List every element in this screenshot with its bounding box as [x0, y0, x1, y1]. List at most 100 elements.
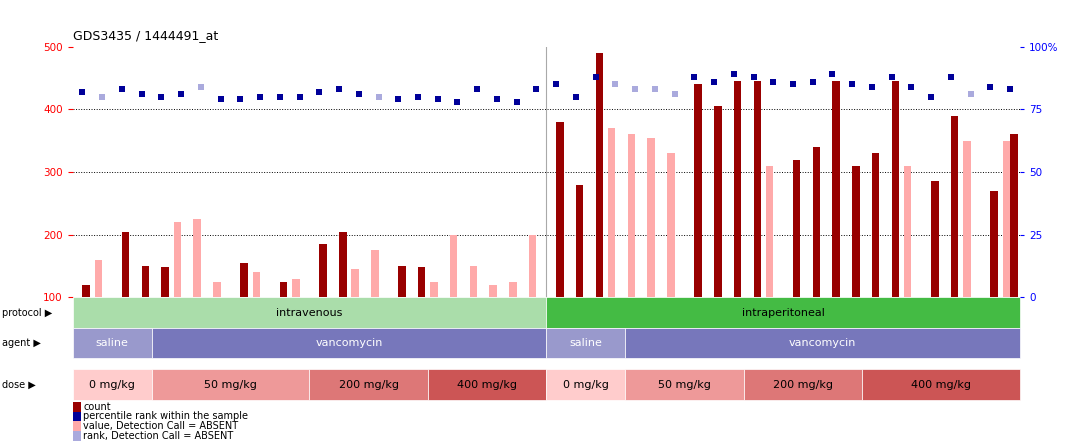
- Bar: [174, 222, 182, 297]
- Point: [686, 73, 703, 80]
- Text: 0 mg/kg: 0 mg/kg: [89, 380, 135, 389]
- Point: [962, 91, 979, 98]
- Text: dose ▶: dose ▶: [2, 380, 36, 389]
- Point: [232, 96, 249, 103]
- Point: [390, 96, 407, 103]
- Point: [745, 73, 763, 80]
- Bar: [428, 369, 547, 400]
- Point: [607, 81, 624, 88]
- Point: [508, 98, 525, 105]
- Bar: [862, 369, 1020, 400]
- Bar: [792, 159, 801, 297]
- Bar: [1003, 141, 1010, 297]
- Point: [409, 93, 426, 100]
- Point: [548, 81, 565, 88]
- Bar: [668, 153, 675, 297]
- Point: [469, 86, 486, 93]
- Point: [627, 86, 644, 93]
- Text: intravenous: intravenous: [277, 308, 343, 317]
- Text: 50 mg/kg: 50 mg/kg: [658, 380, 711, 389]
- Point: [213, 96, 230, 103]
- Point: [784, 81, 801, 88]
- Bar: [832, 81, 839, 297]
- Point: [271, 93, 288, 100]
- Bar: [310, 369, 428, 400]
- Point: [134, 91, 151, 98]
- Point: [429, 96, 446, 103]
- Bar: [253, 272, 261, 297]
- Bar: [754, 81, 761, 297]
- Text: 0 mg/kg: 0 mg/kg: [563, 380, 609, 389]
- Text: percentile rank within the sample: percentile rank within the sample: [83, 412, 248, 421]
- Bar: [734, 81, 741, 297]
- Text: 400 mg/kg: 400 mg/kg: [457, 380, 517, 389]
- Text: saline: saline: [96, 338, 128, 348]
- Text: intraperitoneal: intraperitoneal: [741, 308, 824, 317]
- Text: 400 mg/kg: 400 mg/kg: [911, 380, 971, 389]
- Text: saline: saline: [569, 338, 602, 348]
- Point: [488, 96, 505, 103]
- Bar: [430, 282, 438, 297]
- Point: [113, 86, 130, 93]
- Bar: [951, 115, 958, 297]
- Text: GDS3435 / 1444491_at: GDS3435 / 1444491_at: [73, 29, 218, 42]
- Bar: [628, 135, 635, 297]
- Text: count: count: [83, 402, 111, 412]
- Point: [942, 73, 959, 80]
- Bar: [871, 153, 879, 297]
- Bar: [351, 269, 359, 297]
- Bar: [596, 53, 603, 297]
- Bar: [470, 266, 477, 297]
- Point: [666, 91, 684, 98]
- Point: [252, 93, 269, 100]
- Bar: [714, 106, 722, 297]
- Bar: [694, 84, 702, 297]
- Bar: [73, 369, 152, 400]
- Bar: [193, 219, 201, 297]
- Text: agent ▶: agent ▶: [2, 338, 41, 348]
- Bar: [547, 297, 1020, 328]
- Bar: [73, 297, 547, 328]
- Bar: [240, 263, 248, 297]
- Bar: [647, 138, 655, 297]
- Point: [74, 88, 91, 95]
- Bar: [398, 266, 406, 297]
- Bar: [576, 185, 583, 297]
- Bar: [813, 147, 820, 297]
- Bar: [743, 369, 862, 400]
- Bar: [990, 191, 998, 297]
- Point: [350, 91, 367, 98]
- Bar: [450, 235, 457, 297]
- Point: [765, 78, 782, 85]
- Text: vancomycin: vancomycin: [789, 338, 857, 348]
- Bar: [95, 260, 103, 297]
- Bar: [547, 328, 625, 358]
- Bar: [319, 244, 327, 297]
- Point: [883, 73, 900, 80]
- Point: [370, 93, 387, 100]
- Text: rank, Detection Call = ABSENT: rank, Detection Call = ABSENT: [83, 431, 234, 441]
- Point: [94, 93, 111, 100]
- Bar: [142, 266, 150, 297]
- Point: [706, 78, 723, 85]
- Bar: [152, 369, 310, 400]
- Point: [192, 83, 209, 90]
- Bar: [122, 232, 129, 297]
- Point: [173, 91, 190, 98]
- Text: 200 mg/kg: 200 mg/kg: [773, 380, 833, 389]
- Bar: [214, 282, 221, 297]
- Point: [981, 83, 999, 90]
- Bar: [280, 282, 287, 297]
- Bar: [73, 328, 152, 358]
- Bar: [152, 328, 546, 358]
- Point: [804, 78, 821, 85]
- Bar: [489, 285, 497, 297]
- Point: [1002, 86, 1019, 93]
- Point: [330, 86, 347, 93]
- Bar: [339, 232, 346, 297]
- Bar: [904, 166, 911, 297]
- Bar: [766, 166, 773, 297]
- Bar: [625, 328, 1020, 358]
- Point: [823, 71, 841, 78]
- Point: [725, 71, 742, 78]
